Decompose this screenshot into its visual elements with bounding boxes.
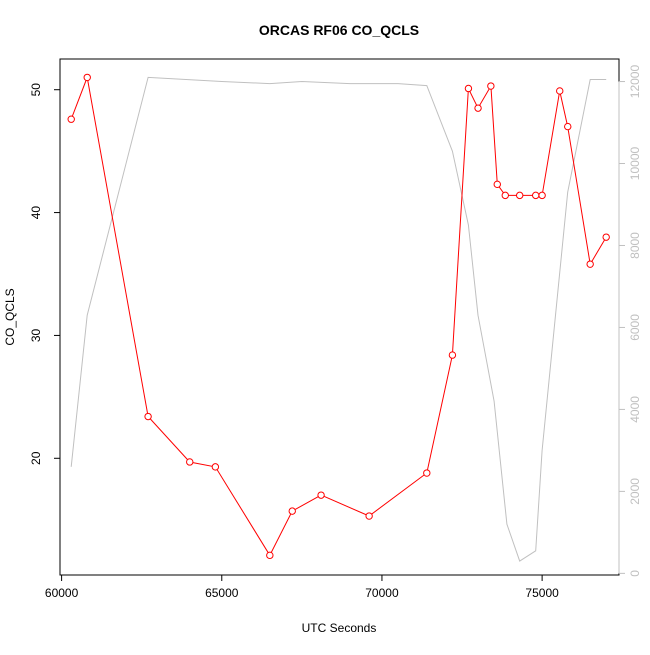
y-tick-label: 20 — [29, 451, 43, 465]
x-axis: 60000 65000 70000 75000 — [45, 575, 559, 600]
chart-title: ORCAS RF06 CO_QCLS — [259, 22, 419, 38]
co-point — [474, 104, 482, 112]
co-point — [538, 191, 546, 200]
x-axis-label: UTC Seconds — [302, 621, 377, 635]
plot-frame — [59, 58, 620, 576]
altitude-line — [70, 76, 607, 562]
co-point — [448, 351, 457, 359]
co-point — [186, 458, 194, 466]
y-tick-label: 30 — [29, 328, 43, 342]
co-point — [144, 412, 152, 421]
y-axis-right: 0 2000 4000 6000 8000 10000 12000 — [618, 65, 642, 577]
y-tick-label: 50 — [29, 83, 43, 97]
co-point — [501, 191, 509, 200]
y2-tick-label: 2000 — [628, 478, 642, 505]
x-tick-label: 75000 — [525, 586, 559, 600]
co-point — [556, 87, 564, 95]
y-axis-label: CO_QCLS — [3, 288, 17, 345]
y2-tick-label: 4000 — [628, 396, 642, 423]
co-point — [266, 551, 274, 560]
co-point — [532, 191, 540, 200]
x-tick-label: 60000 — [45, 586, 79, 600]
co-point — [493, 180, 501, 189]
y-tick-label: 40 — [29, 206, 43, 220]
y2-tick-label: 0 — [628, 570, 642, 577]
y2-tick-label: 8000 — [628, 232, 642, 259]
altitude-series-layer — [70, 76, 607, 562]
co-point — [586, 260, 594, 268]
x-tick-label: 70000 — [365, 586, 399, 600]
co-point — [83, 73, 91, 82]
co-point — [288, 507, 296, 515]
co-point — [365, 512, 373, 520]
co-point — [464, 84, 473, 93]
co-point — [423, 469, 431, 477]
co-point — [487, 82, 495, 90]
co-point — [515, 191, 524, 200]
co-point — [211, 463, 220, 471]
co-point — [67, 115, 75, 123]
co-series-layer — [67, 73, 610, 560]
x-tick-label: 65000 — [205, 586, 239, 600]
y2-tick-label: 10000 — [628, 147, 642, 181]
y2-tick-label: 6000 — [628, 314, 642, 341]
co-point — [564, 122, 572, 131]
y-axis-left: 20 30 40 50 — [29, 83, 60, 465]
co-line — [70, 75, 607, 557]
co-point — [602, 233, 610, 241]
y2-tick-label: 12000 — [628, 65, 642, 99]
co-point — [317, 491, 325, 499]
